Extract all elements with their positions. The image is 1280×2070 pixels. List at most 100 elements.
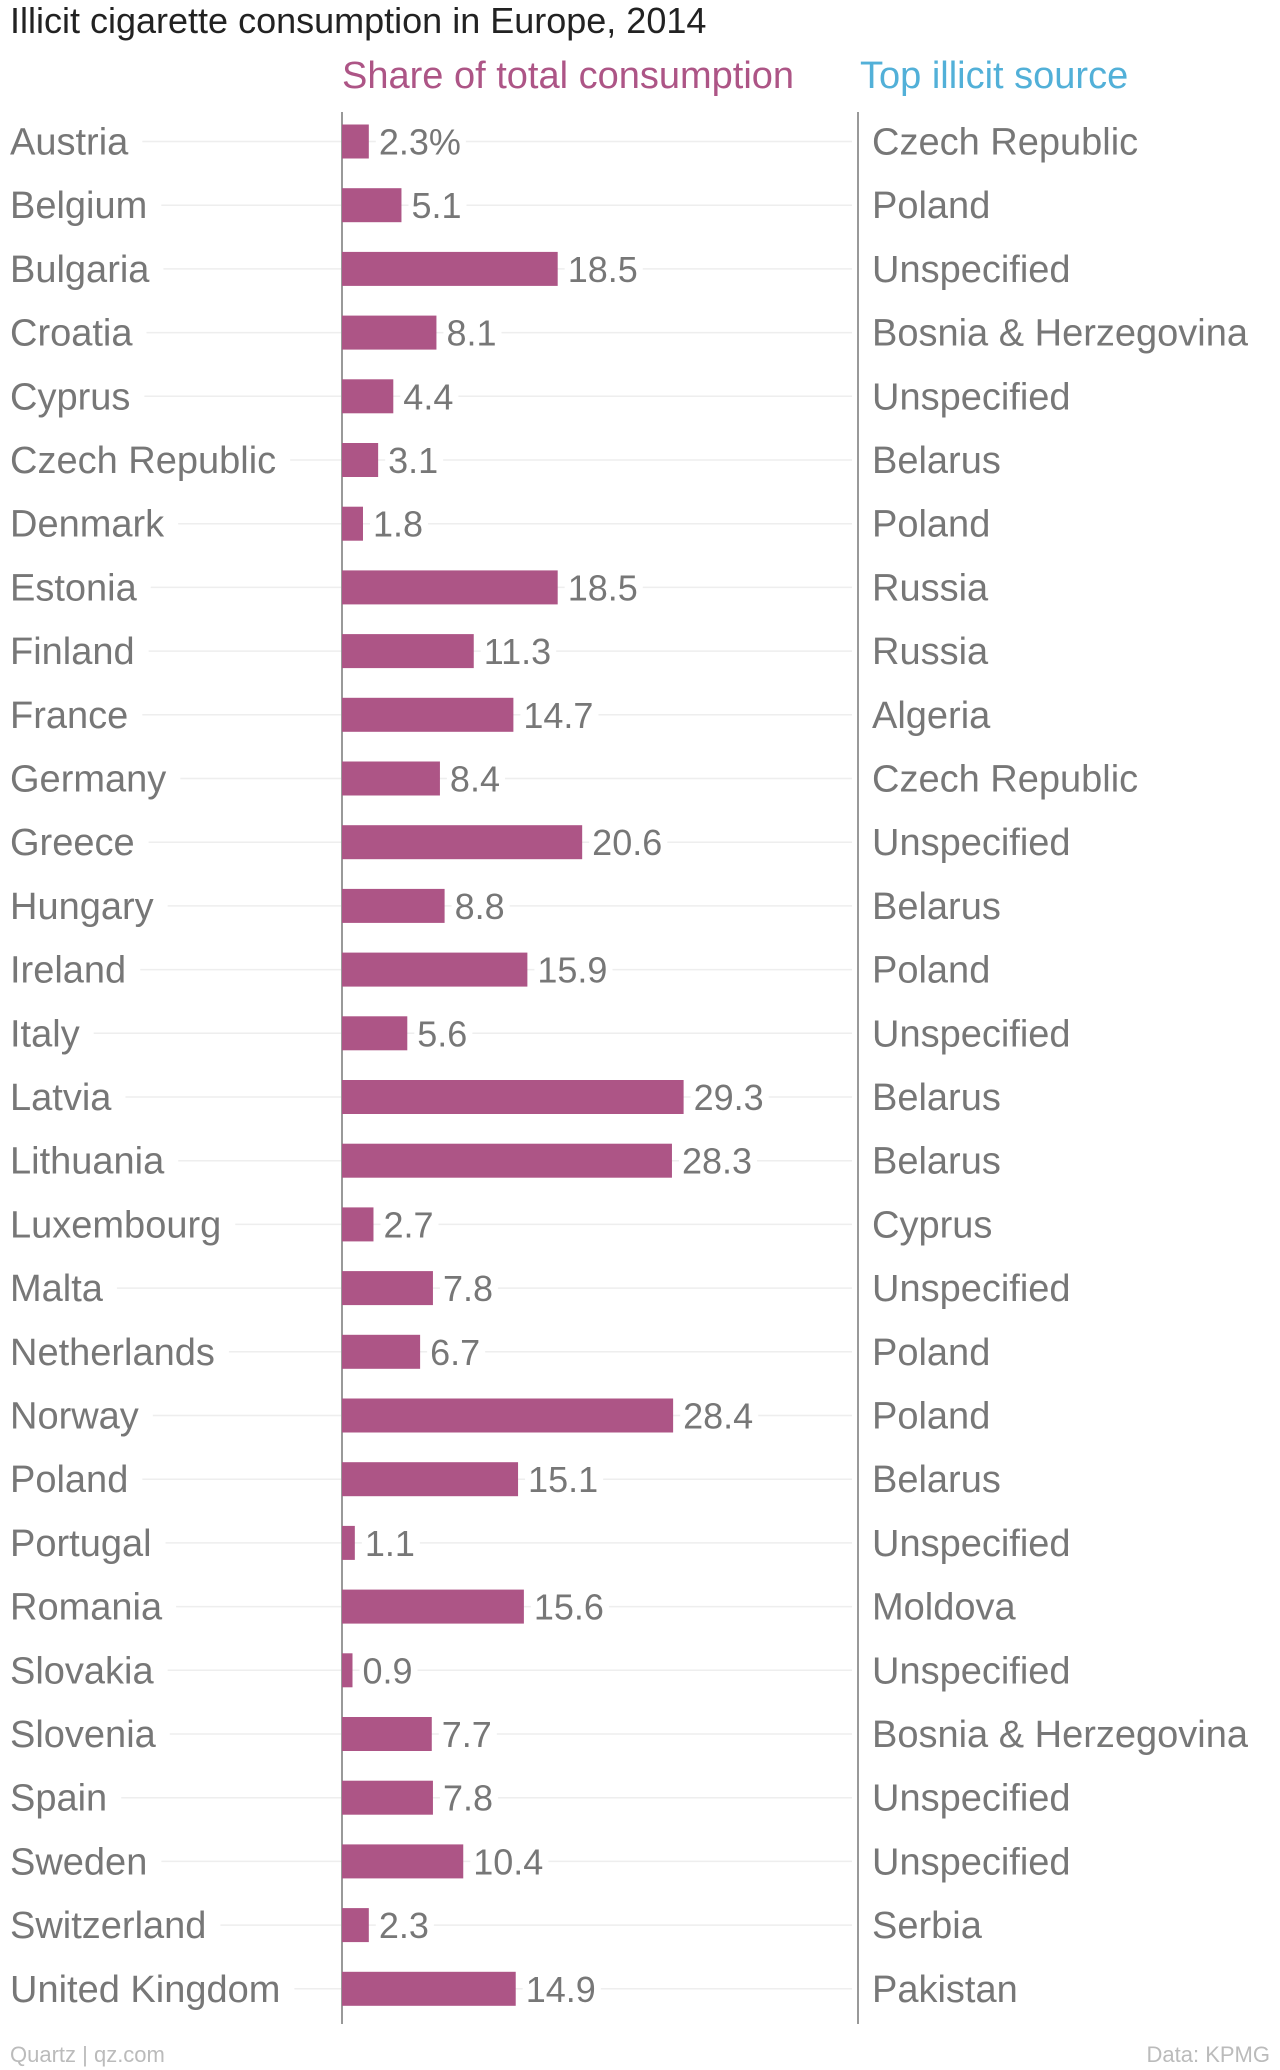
category-label: Croatia xyxy=(10,313,133,355)
source-label: Belarus xyxy=(872,1077,1001,1119)
category-label: United Kingdom xyxy=(10,1969,280,2011)
chart-row-label-bg xyxy=(8,244,154,293)
source-label: Algeria xyxy=(872,695,991,737)
bar xyxy=(342,1589,524,1624)
chart-row: Portugal 1.1 Unspecified xyxy=(8,1518,1071,1567)
chart-row-label-bg xyxy=(8,1901,211,1950)
value-label: 11.3 xyxy=(484,631,551,672)
chart-row: Germany 8.4 Czech Republic xyxy=(8,754,1138,803)
category-label: Sweden xyxy=(10,1841,147,1883)
value-label: 10.4 xyxy=(473,1841,543,1882)
bar xyxy=(342,1334,421,1369)
chart-row-label-bg xyxy=(8,1964,285,2013)
value-label: 0.9 xyxy=(362,1650,412,1691)
chart-row: Romania 15.6 Moldova xyxy=(8,1582,1016,1631)
value-label-bg xyxy=(451,883,510,928)
chart-title: Illicit cigarette consumption in Europe,… xyxy=(10,0,706,41)
bar xyxy=(342,1717,432,1751)
value-label: 6.7 xyxy=(430,1332,480,1373)
value-label: 1.8 xyxy=(373,504,423,545)
value-label-bg xyxy=(385,438,444,482)
value-label-bg xyxy=(680,1393,759,1438)
chart-row: Slovenia 7.7 Bosnia & Herzegovina xyxy=(8,1710,1249,1758)
chart-row: France 14.7 Algeria xyxy=(8,690,991,739)
bar xyxy=(342,952,528,987)
value-label-bg xyxy=(359,1648,418,1693)
value-label: 20.6 xyxy=(592,822,662,863)
value-label-bg xyxy=(690,1075,769,1119)
value-label-bg xyxy=(470,1839,549,1884)
chart-row: Latvia 29.3 Belarus xyxy=(8,1073,1001,1121)
bar xyxy=(342,379,394,414)
bar xyxy=(342,1525,355,1560)
value-label-bg xyxy=(443,310,502,355)
chart-row-label-bg xyxy=(8,1455,133,1504)
source-label: Poland xyxy=(872,504,990,546)
value-label-bg xyxy=(480,629,557,674)
source-label: Unspecified xyxy=(872,822,1071,864)
source-label: Moldova xyxy=(872,1587,1016,1629)
bar xyxy=(342,1780,433,1815)
bar xyxy=(342,1844,464,1879)
value-label: 8.4 xyxy=(450,759,500,800)
bar xyxy=(342,1398,674,1433)
source-label: Unspecified xyxy=(872,1841,1071,1883)
value-label-bg xyxy=(375,119,466,164)
category-label: Italy xyxy=(10,1013,80,1055)
source-column-header: Top illicit source xyxy=(860,55,1128,97)
chart-row: Estonia 18.5 Russia xyxy=(8,563,989,612)
value-label: 2.3 xyxy=(379,1905,429,1946)
chart-row-label-bg xyxy=(8,690,133,739)
chart-row-label-bg xyxy=(8,1264,107,1313)
category-label: Latvia xyxy=(10,1077,112,1119)
bar xyxy=(342,506,363,541)
chart-row: Slovakia 0.9 Unspecified xyxy=(8,1646,1071,1695)
bar xyxy=(342,188,402,223)
source-label: Poland xyxy=(872,185,990,227)
value-label: 3.1 xyxy=(388,440,438,481)
value-label-bg xyxy=(369,501,429,546)
value-label: 7.8 xyxy=(443,1268,493,1309)
source-label: Cyprus xyxy=(872,1204,992,1246)
category-label: Belgium xyxy=(10,185,147,227)
value-label: 15.1 xyxy=(528,1459,598,1500)
source-label: Unspecified xyxy=(872,1523,1071,1565)
source-label: Russia xyxy=(872,631,989,673)
chart-row-label-bg xyxy=(8,1646,158,1695)
bar xyxy=(342,1271,433,1306)
value-label: 7.8 xyxy=(443,1778,493,1819)
chart-row: Switzerland 2.3 Serbia xyxy=(8,1901,983,1950)
chart-row: Bulgaria 18.5 Unspecified xyxy=(8,244,1071,293)
category-label: Czech Republic xyxy=(10,440,276,482)
source-label: Unspecified xyxy=(872,249,1071,291)
bar xyxy=(342,570,558,605)
chart-row-label-bg xyxy=(8,945,131,994)
chart-row: Spain 7.8 Unspecified xyxy=(8,1773,1071,1822)
value-label-bg xyxy=(522,1966,601,2011)
chart-row: Greece 20.6 Unspecified xyxy=(8,818,1071,867)
category-label: Slovakia xyxy=(10,1650,154,1692)
value-label-bg xyxy=(534,947,613,992)
bar xyxy=(342,1971,516,2006)
value-label-bg xyxy=(589,820,668,865)
value-label-bg xyxy=(438,1712,497,1756)
chart-row: Lithuania 28.3 Belarus xyxy=(8,1136,1001,1185)
value-label: 14.7 xyxy=(523,695,593,736)
chart-row: United Kingdom 14.9 Pakistan xyxy=(8,1964,1018,2013)
source-label: Belarus xyxy=(872,440,1001,482)
value-column-header: Share of total consumption xyxy=(342,55,794,97)
category-label: Slovenia xyxy=(10,1714,157,1756)
category-label: Malta xyxy=(10,1268,104,1310)
category-label: Cyprus xyxy=(10,376,130,418)
value-label-bg xyxy=(427,1329,486,1374)
chart-row-label-bg xyxy=(8,1391,143,1440)
chart-row-label-bg xyxy=(8,372,135,421)
chart-row: Italy 5.6 Unspecified xyxy=(8,1009,1071,1058)
chart-row: Belgium 5.1 Poland xyxy=(8,181,990,230)
chart-row-label-bg xyxy=(8,117,133,166)
category-label: Portugal xyxy=(10,1523,152,1565)
source-label: Bosnia & Herzegovina xyxy=(872,1714,1249,1756)
chart-row: Austria 2.3% Czech Republic xyxy=(8,117,1138,166)
value-label-bg xyxy=(361,1520,420,1565)
